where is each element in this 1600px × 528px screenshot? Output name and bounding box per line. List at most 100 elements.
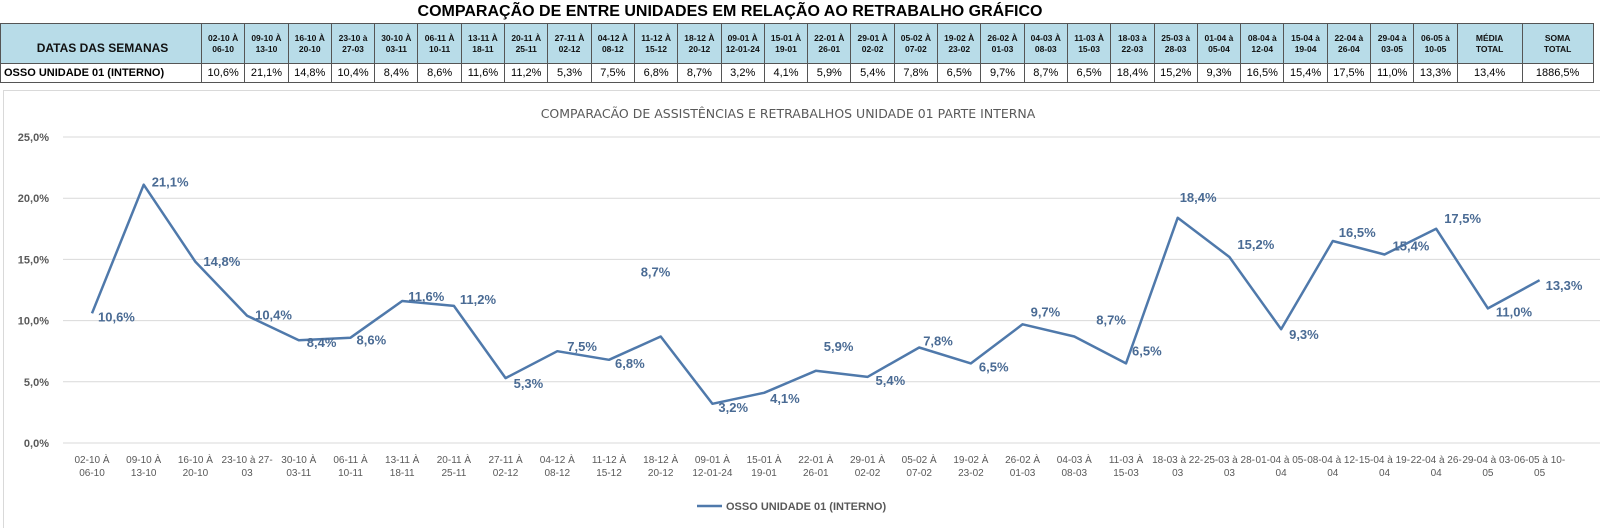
week-header-line: 27-11 À [554, 32, 585, 43]
data-label: 17,5% [1444, 211, 1481, 226]
week-value-cell[interactable]: 5,4% [850, 63, 895, 83]
week-header-line: 13-10 [255, 43, 278, 54]
week-value-cell[interactable]: 17,5% [1326, 63, 1372, 83]
y-tick-label: 25,0% [18, 132, 49, 144]
week-value-cell[interactable]: 5,9% [807, 63, 852, 83]
week-header-cell[interactable]: 29-01 À 02-02 [850, 23, 895, 64]
media-total-value[interactable]: 13,4% [1456, 63, 1523, 83]
week-header-cell[interactable]: 02-10 À 06-10 [200, 23, 246, 64]
week-value-cell[interactable]: 18,4% [1110, 63, 1155, 83]
week-header-cell[interactable]: 04-03 À 08-03 [1023, 23, 1068, 64]
week-header-cell[interactable]: 27-11 À 02-12 [547, 23, 592, 64]
week-header-cell[interactable]: 25-03 à 28-03 [1153, 23, 1198, 64]
week-header-line: 26-02 À [987, 32, 1018, 43]
x-tick-label: 23-02 [958, 468, 984, 479]
week-header-cell[interactable]: 11-03 À 15-03 [1066, 23, 1112, 64]
week-value-cell[interactable]: 9,7% [980, 63, 1025, 83]
week-value-cell[interactable]: 8,7% [1023, 63, 1068, 83]
week-header-cell[interactable]: 15-04 à 19-04 [1283, 23, 1328, 64]
week-value-cell[interactable]: 13,3% [1413, 63, 1458, 83]
x-tick-label: 01-03 [1010, 468, 1036, 479]
week-value-cell[interactable]: 11,2% [504, 63, 549, 83]
week-header-cell[interactable]: 05-02 À 07-02 [893, 23, 939, 64]
x-tick-label: 03 [242, 468, 254, 479]
week-header-line: 18-03 à [1117, 32, 1147, 43]
week-header-cell[interactable]: 18-12 À 20-12 [677, 23, 722, 64]
chart-area[interactable]: COMPARACÃO DE ASSISTÊNCIAS E RETRABALHOS… [3, 90, 1600, 528]
week-value-cell[interactable]: 5,3% [547, 63, 592, 83]
week-header-cell[interactable]: 20-11 À 25-11 [504, 23, 549, 64]
week-value-cell[interactable]: 16,5% [1240, 63, 1285, 83]
data-label: 21,1% [152, 175, 189, 190]
week-header-cell[interactable]: 15-01 À 19-01 [763, 23, 809, 64]
week-header-cell[interactable]: 16-10 À 20-10 [287, 23, 332, 64]
x-tick-label: 03 [1224, 468, 1236, 479]
week-header-cell[interactable]: 13-11 À 18-11 [460, 23, 506, 64]
week-header-line: 29-04 à [1377, 32, 1407, 43]
week-value-cell[interactable]: 15,2% [1153, 63, 1198, 83]
week-header-cell[interactable]: 22-01 À 26-01 [807, 23, 852, 64]
x-tick-label: 22-04 à 26- [1411, 455, 1462, 466]
x-tick-label: 10-11 [338, 468, 363, 479]
week-value-cell[interactable]: 10,6% [200, 63, 246, 83]
week-header-cell[interactable]: 11-12 À 15-12 [633, 23, 679, 64]
week-header-line: 10-11 [428, 43, 451, 54]
week-header-cell[interactable]: 09-10 À 13-10 [244, 23, 289, 64]
week-value-cell[interactable]: 6,5% [937, 63, 982, 83]
week-header-cell[interactable]: 18-03 à 22-03 [1110, 23, 1155, 64]
x-tick-label: 08-12 [545, 468, 571, 479]
week-header-cell[interactable]: 29-04 à 03-05 [1370, 23, 1415, 64]
soma-total-header[interactable]: SOMA TOTAL [1521, 23, 1594, 64]
week-header-line: 27-03 [342, 43, 364, 54]
week-value-cell[interactable]: 7,5% [590, 63, 635, 83]
x-tick-label: 02-10 À [74, 453, 109, 466]
x-tick-label: 18-11 [390, 468, 415, 479]
data-label: 11,6% [408, 289, 445, 304]
week-header-cell[interactable]: 22-04 à 26-04 [1326, 23, 1372, 64]
week-header-line: 01-04 à [1204, 32, 1234, 43]
soma-total-value[interactable]: 1886,5% [1521, 63, 1594, 83]
week-header-cell[interactable]: 09-01 À 12-01-24 [720, 23, 765, 64]
x-tick-label: 23-10 à 27- [222, 455, 273, 466]
week-value-cell[interactable]: 8,4% [374, 63, 419, 83]
week-header-cell[interactable]: 01-04 à 05-04 [1196, 23, 1242, 64]
media-total-header[interactable]: MÉDIA TOTAL [1456, 23, 1523, 64]
week-header-cell[interactable]: 08-04 à 12-04 [1240, 23, 1285, 64]
week-header-cell[interactable]: 06-05 à 10-05 [1413, 23, 1458, 64]
week-header-line: 19-01 [775, 43, 797, 54]
week-header-cell[interactable]: 26-02 À 01-03 [980, 23, 1025, 64]
week-value-cell[interactable]: 3,2% [720, 63, 765, 83]
week-value-cell[interactable]: 10,4% [330, 63, 376, 83]
week-header-line: 29-01 À [857, 32, 888, 43]
week-value-cell[interactable]: 15,4% [1283, 63, 1328, 83]
week-value-cell[interactable]: 11,6% [460, 63, 506, 83]
x-tick-label: 20-10 [183, 468, 209, 479]
x-tick-label: 18-03 à 22- [1152, 455, 1203, 466]
week-value-cell[interactable]: 8,7% [677, 63, 722, 83]
y-tick-label: 20,0% [18, 193, 49, 205]
x-tick-label: 11-12 À [592, 453, 627, 466]
y-tick-label: 0,0% [24, 438, 49, 450]
week-header-cell[interactable]: 30-10 À 03-11 [374, 23, 419, 64]
week-value-cell[interactable]: 11,0% [1370, 63, 1415, 83]
x-tick-label: 15-03 [1113, 468, 1139, 479]
week-value-cell[interactable]: 9,3% [1196, 63, 1242, 83]
week-header-cell[interactable]: 04-12 À 08-12 [590, 23, 635, 64]
week-value-cell[interactable]: 7,8% [893, 63, 939, 83]
x-tick-label: 04 [1379, 468, 1391, 479]
week-value-cell[interactable]: 21,1% [244, 63, 289, 83]
week-header-cell[interactable]: 06-11 À 10-11 [417, 23, 462, 64]
x-tick-label: 03-11 [286, 468, 311, 479]
week-header-cell[interactable]: 23-10 à 27-03 [330, 23, 376, 64]
week-value-cell[interactable]: 14,8% [287, 63, 332, 83]
week-header-cell[interactable]: 19-02 À 23-02 [937, 23, 982, 64]
data-label: 3,2% [718, 400, 748, 415]
row-header-label[interactable]: DATAS DAS SEMANAS [0, 23, 202, 64]
week-value-cell[interactable]: 4,1% [763, 63, 809, 83]
week-value-cell[interactable]: 6,5% [1066, 63, 1112, 83]
week-value-cell[interactable]: 8,6% [417, 63, 462, 83]
week-header-line: 04-12 À [597, 32, 628, 43]
week-value-cell[interactable]: 6,8% [633, 63, 679, 83]
row-label[interactable]: OSSO UNIDADE 01 (INTERNO) [0, 63, 202, 83]
x-tick-label: 11-03 À [1109, 453, 1144, 466]
